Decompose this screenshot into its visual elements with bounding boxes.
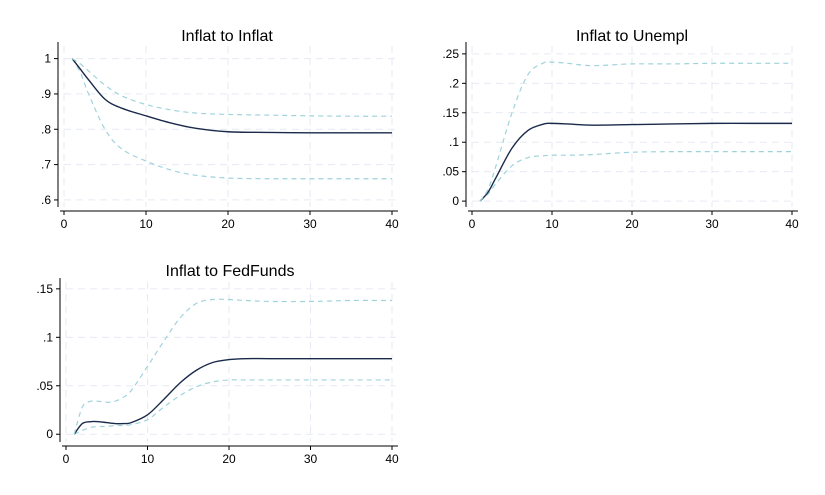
- y-tick-label: .15: [36, 282, 53, 296]
- x-tick-label: 10: [141, 452, 155, 466]
- ci-lower-line: [71, 58, 392, 180]
- x-tick-label: 20: [221, 217, 235, 231]
- y-tick-label: .2: [449, 76, 459, 90]
- x-tick-label: 0: [63, 452, 70, 466]
- y-tick-label: 0: [452, 194, 459, 208]
- panel-title: Inflat to FedFunds: [166, 263, 295, 280]
- panel-inflat-to-fedfunds: Inflat to FedFunds 0 .05 .1 .15 0 10 20 30 40: [36, 263, 399, 466]
- x-tick-label: 10: [545, 217, 559, 231]
- y-tick-label: .7: [41, 158, 51, 172]
- y-tick-label: .6: [41, 193, 51, 207]
- ci-upper-line: [71, 58, 393, 117]
- irf-estimate-line: [73, 357, 392, 435]
- irf-estimate-line: [71, 58, 392, 134]
- y-tick-label: 0: [46, 427, 53, 441]
- plot-area: .6.7.8.910 10 20 30 40: [41, 42, 399, 231]
- y-tick-label: .9: [41, 87, 51, 101]
- y-tick-label: .8: [41, 122, 51, 136]
- panel-inflat-to-inflat: Inflat to Inflat .6.7.8.910 10 20 30 40: [41, 28, 399, 231]
- plot-area: 0 .05 .1 .15 .2 .25 0 10 20 30 40: [442, 42, 799, 231]
- x-tick-label: 40: [385, 452, 399, 466]
- y-tick-label: .1: [449, 135, 459, 149]
- ci-lower-line: [479, 151, 792, 202]
- y-tick-label: .05: [442, 165, 459, 179]
- plot-area: 0 .05 .1 .15 0 10 20 30 40: [36, 278, 399, 466]
- x-tick-label: 10: [139, 217, 153, 231]
- x-tick-label: 20: [222, 452, 236, 466]
- y-tick-label: .05: [36, 379, 53, 393]
- x-tick-label: 20: [625, 217, 639, 231]
- panel-inflat-to-unempl: Inflat to Unempl 0 .05 .1 .15 .2 .25 0 10 20 30 40: [442, 28, 799, 231]
- y-tick-label: 1: [44, 52, 51, 66]
- x-tick-label: 30: [304, 452, 318, 466]
- x-tick-label: 0: [469, 217, 476, 231]
- irf-estimate-line: [479, 122, 792, 202]
- x-tick-label: 40: [385, 217, 399, 231]
- ci-upper-line: [479, 61, 792, 202]
- y-tick-label: .1: [43, 330, 53, 344]
- x-tick-label: 30: [303, 217, 317, 231]
- panel-title: Inflat to Unempl: [576, 28, 688, 45]
- panel-title: Inflat to Inflat: [181, 28, 273, 45]
- y-tick-label: .25: [442, 47, 459, 61]
- y-tick-label: .15: [442, 106, 459, 120]
- ci-lower-line: [73, 379, 392, 435]
- x-tick-label: 30: [705, 217, 719, 231]
- x-tick-label: 40: [785, 217, 799, 231]
- x-tick-label: 0: [61, 217, 68, 231]
- ci-upper-line: [73, 298, 393, 435]
